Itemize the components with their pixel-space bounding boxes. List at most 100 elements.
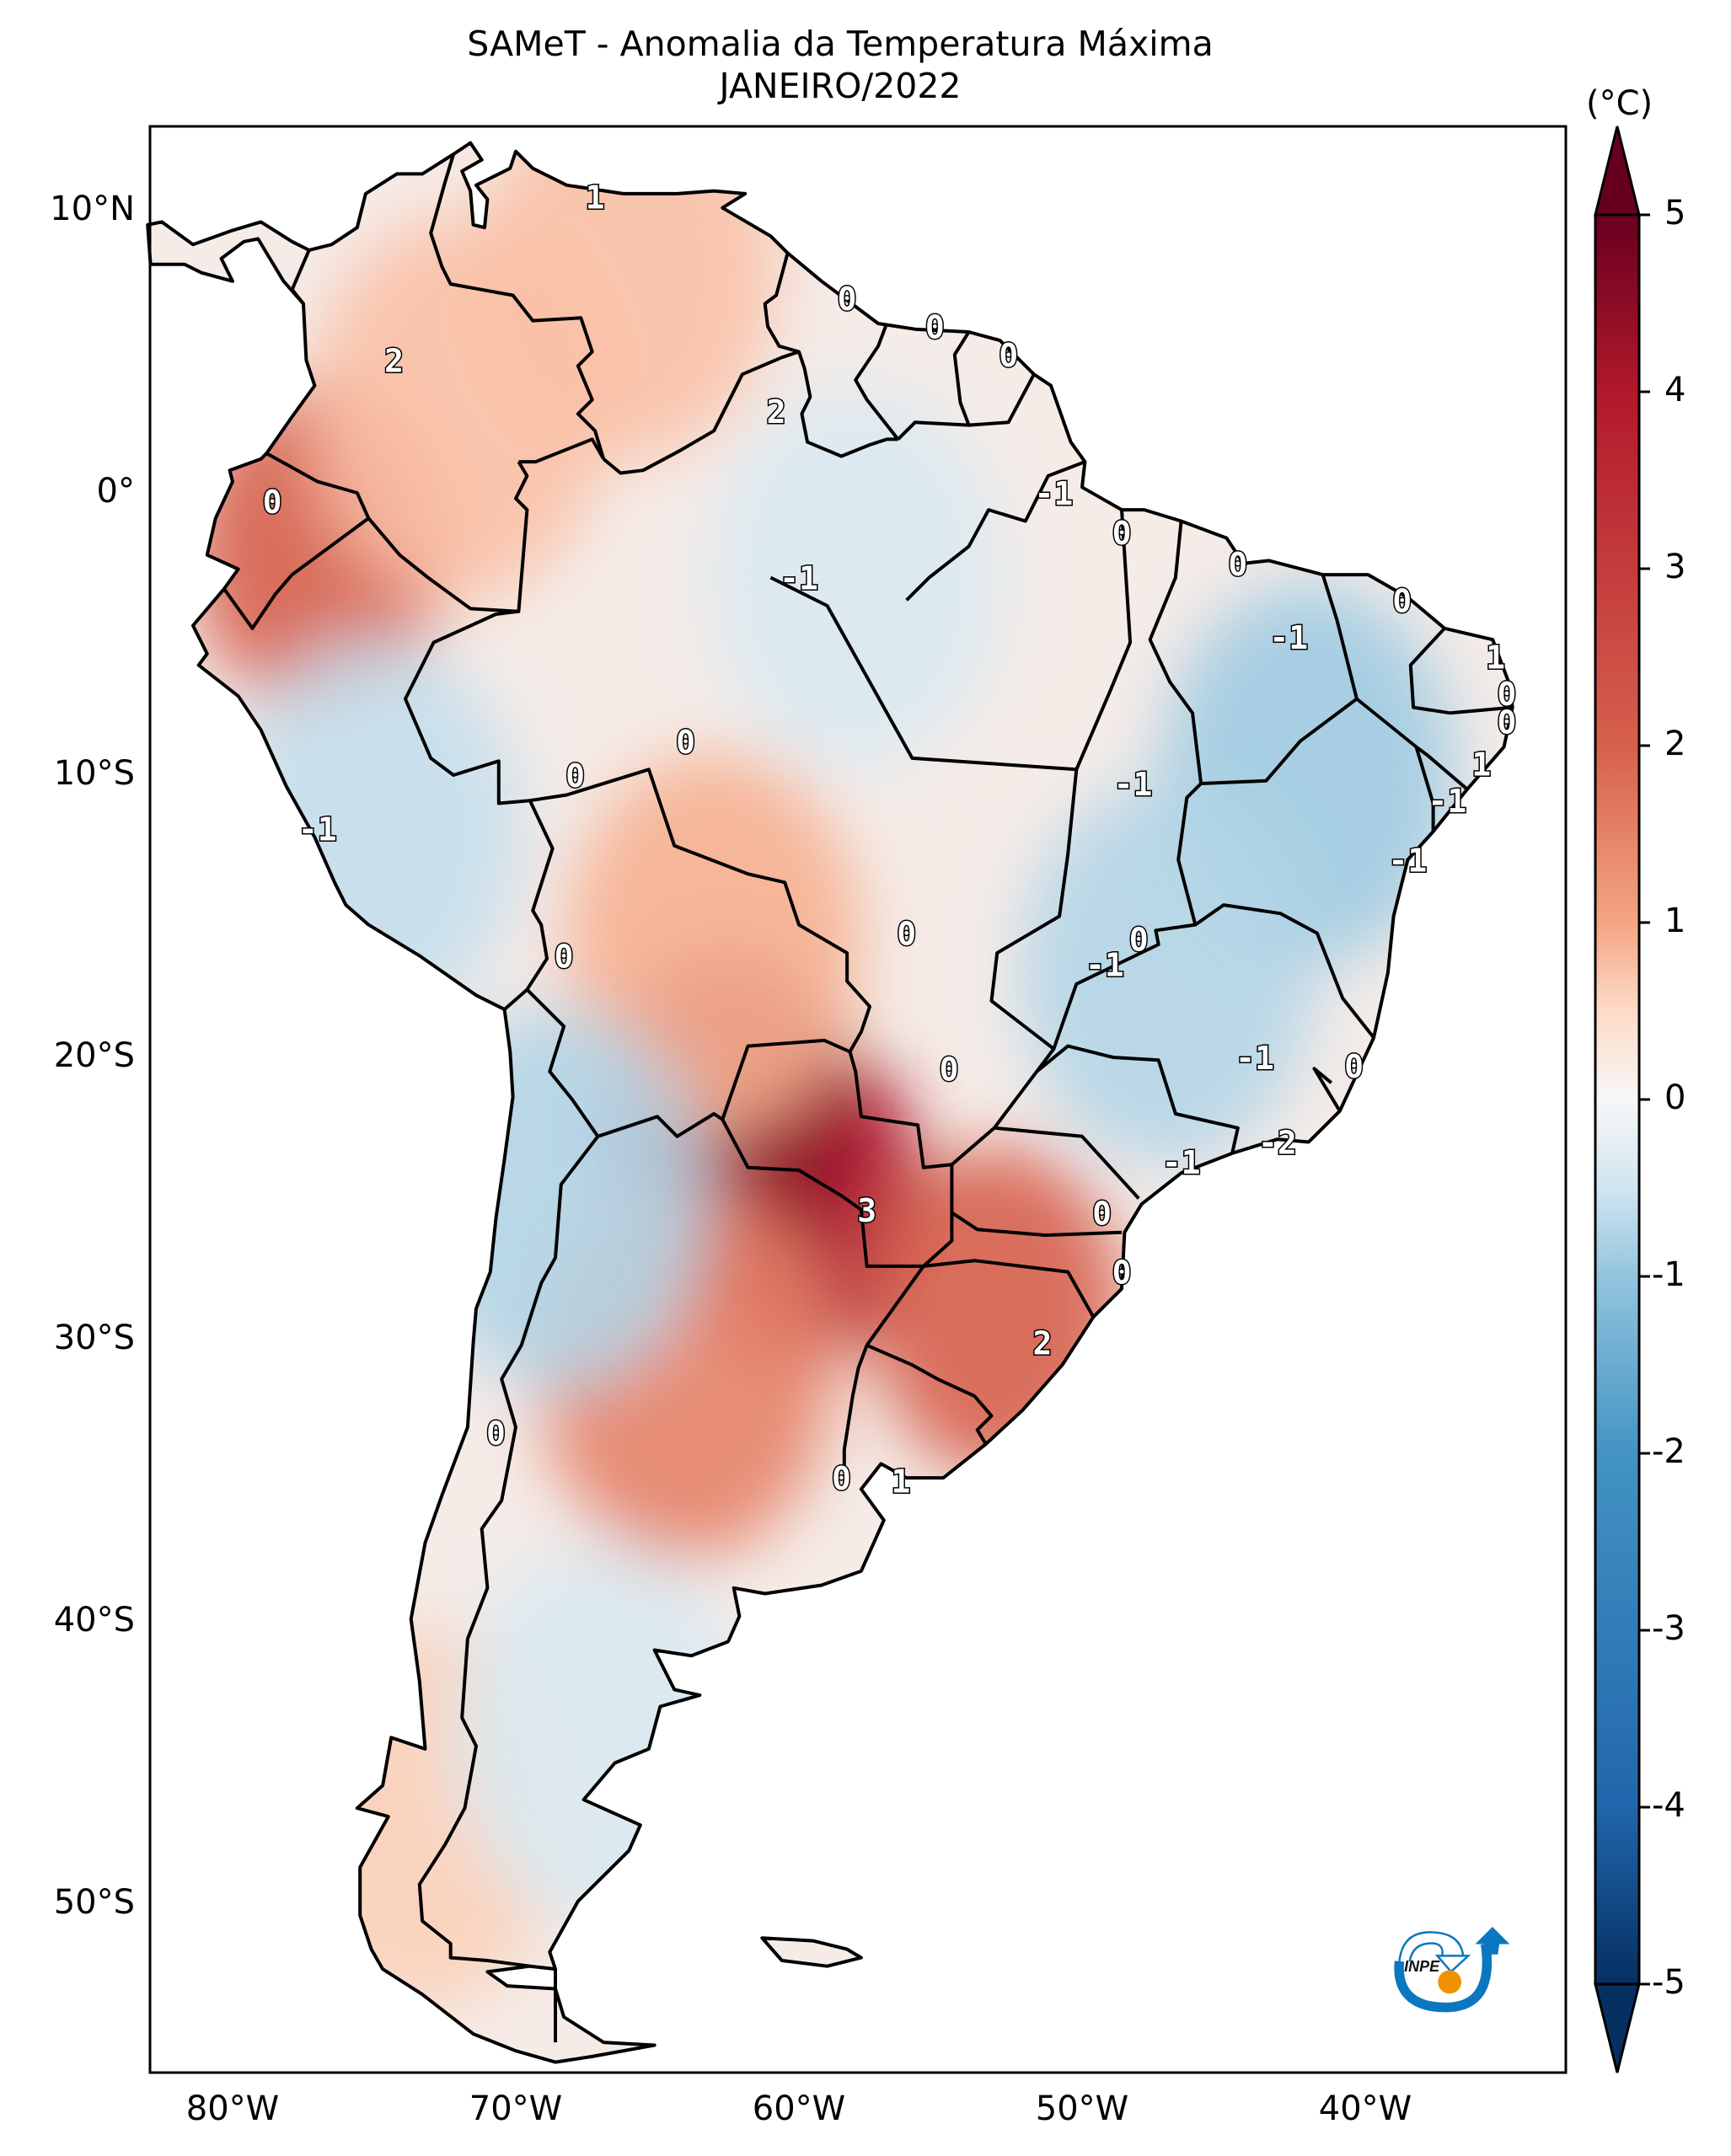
y-tick-label: 30°S — [53, 1319, 135, 1357]
country-border — [854, 323, 900, 441]
country-border — [1148, 521, 1203, 926]
country-border — [1052, 903, 1375, 1050]
country-border — [1408, 627, 1513, 715]
country-border — [951, 1211, 1123, 1238]
anomaly-blob — [410, 1007, 706, 1390]
contour-label: 0 — [940, 1051, 959, 1088]
country-border — [265, 452, 529, 613]
coastline — [146, 141, 1514, 2064]
country-border — [721, 1038, 851, 1121]
inpe-logo-icon: INPE — [1394, 1927, 1510, 2013]
country-border — [1414, 746, 1435, 832]
colorbar-tick-label: 3 — [1664, 548, 1686, 586]
anomaly-blob — [1019, 781, 1315, 1164]
country-border — [897, 330, 971, 441]
colorbar-tick-label: 0 — [1664, 1078, 1686, 1117]
y-tick-label: 10°N — [50, 190, 135, 228]
contour-label: 0 — [565, 757, 585, 794]
country-border — [905, 460, 1086, 602]
contour-label: 1 — [892, 1463, 911, 1501]
contour-label: 0 — [897, 916, 916, 953]
country-border — [417, 1135, 599, 1968]
colorbar-tick-label: -4 — [1652, 1786, 1685, 1825]
anomaly-blob — [871, 1147, 1124, 1476]
contour-label: 3 — [857, 1192, 876, 1229]
country-border — [923, 1259, 1096, 1319]
contour-label: 2 — [1033, 1324, 1053, 1362]
country-border — [865, 1265, 925, 1346]
contour-label: -1 — [1085, 946, 1124, 983]
contour-label: 0 — [832, 1460, 851, 1497]
contour-label: -1 — [1428, 783, 1467, 820]
contour-label: 0 — [1129, 921, 1149, 958]
country-border — [951, 1044, 1240, 1166]
colorbar-tick-label: -3 — [1652, 1609, 1685, 1648]
y-tick-label: 40°S — [53, 1601, 135, 1640]
colorbar-tick-label: -2 — [1652, 1432, 1685, 1471]
y-tick-label: 10°S — [53, 754, 135, 793]
country-border — [866, 1343, 994, 1446]
colorbar-tick-label: -5 — [1652, 1963, 1685, 2002]
contour-label: 0 — [1392, 582, 1412, 619]
country-border — [429, 153, 606, 460]
country-border — [842, 1345, 869, 1470]
country-border — [518, 437, 605, 464]
country-border — [290, 249, 311, 305]
anomaly-blob — [227, 639, 522, 1024]
anomaly-field — [147, 142, 1513, 2062]
country-border — [602, 350, 800, 475]
colorbar-extend-max — [1594, 126, 1641, 217]
x-tick-label: 40°W — [1318, 2089, 1412, 2128]
country-border — [968, 373, 1036, 427]
contour-label: -1 — [1389, 843, 1428, 880]
contour-label: 0 — [1228, 546, 1247, 583]
svg-text:INPE: INPE — [1404, 1958, 1440, 1975]
contour-label: -1 — [1114, 766, 1153, 803]
contour-label: 1 — [1486, 639, 1505, 676]
chart-subtitle: JANEIRO/2022 — [719, 66, 962, 106]
y-tick-label: 50°S — [53, 1883, 135, 1922]
contour-label: 0 — [1112, 1255, 1132, 1292]
country-border — [1201, 574, 1359, 785]
y-tick-label: 0° — [96, 472, 135, 511]
contour-label: 0 — [925, 308, 945, 345]
contour-label: 1 — [1471, 746, 1491, 784]
colorbar-unit-label: (°C) — [1586, 84, 1653, 123]
country-border — [404, 609, 555, 1011]
country-border — [1075, 509, 1133, 771]
contour-label: 0 — [486, 1415, 506, 1452]
colorbar-extend-min — [1594, 1982, 1641, 2073]
contour-label: 0 — [1112, 515, 1132, 552]
country-borders — [222, 153, 1513, 2043]
contour-label: 0 — [1498, 704, 1517, 741]
y-tick-label: 20°S — [53, 1036, 135, 1075]
country-border — [994, 1126, 1140, 1200]
x-tick-label: 50°W — [1035, 2089, 1129, 2128]
colorbar-tick-label: 1 — [1664, 901, 1686, 940]
contour-label: 0 — [1498, 676, 1517, 713]
contour-label: -1 — [1235, 1040, 1274, 1077]
anomaly-blob — [708, 386, 1004, 769]
country-border — [763, 252, 898, 458]
contour-label: -1 — [1162, 1144, 1201, 1181]
contour-label: 0 — [263, 484, 282, 521]
x-tick-label: 60°W — [752, 2089, 846, 2128]
colorbar-tick-label: 5 — [1664, 194, 1686, 233]
colorbar-tick-label: 2 — [1664, 725, 1686, 763]
chart-title: SAMeT - Anomalia da Temperatura Máxima — [467, 24, 1214, 64]
country-border — [1355, 697, 1469, 791]
contour-label: 0 — [838, 281, 857, 318]
x-tick-label: 70°W — [469, 2089, 563, 2128]
contour-label: 0 — [555, 938, 574, 975]
anomaly-blob — [453, 1543, 748, 1927]
anomaly-blob — [311, 217, 607, 600]
colorbar-tick-label: -1 — [1652, 1255, 1685, 1294]
map-frame — [148, 125, 1568, 2074]
contour-label: -1 — [780, 560, 818, 597]
x-tick-label: 80°W — [185, 2089, 280, 2128]
contour-label: 1 — [586, 179, 605, 216]
contour-label: -1 — [1269, 619, 1308, 656]
contour-label: -2 — [1258, 1125, 1297, 1162]
